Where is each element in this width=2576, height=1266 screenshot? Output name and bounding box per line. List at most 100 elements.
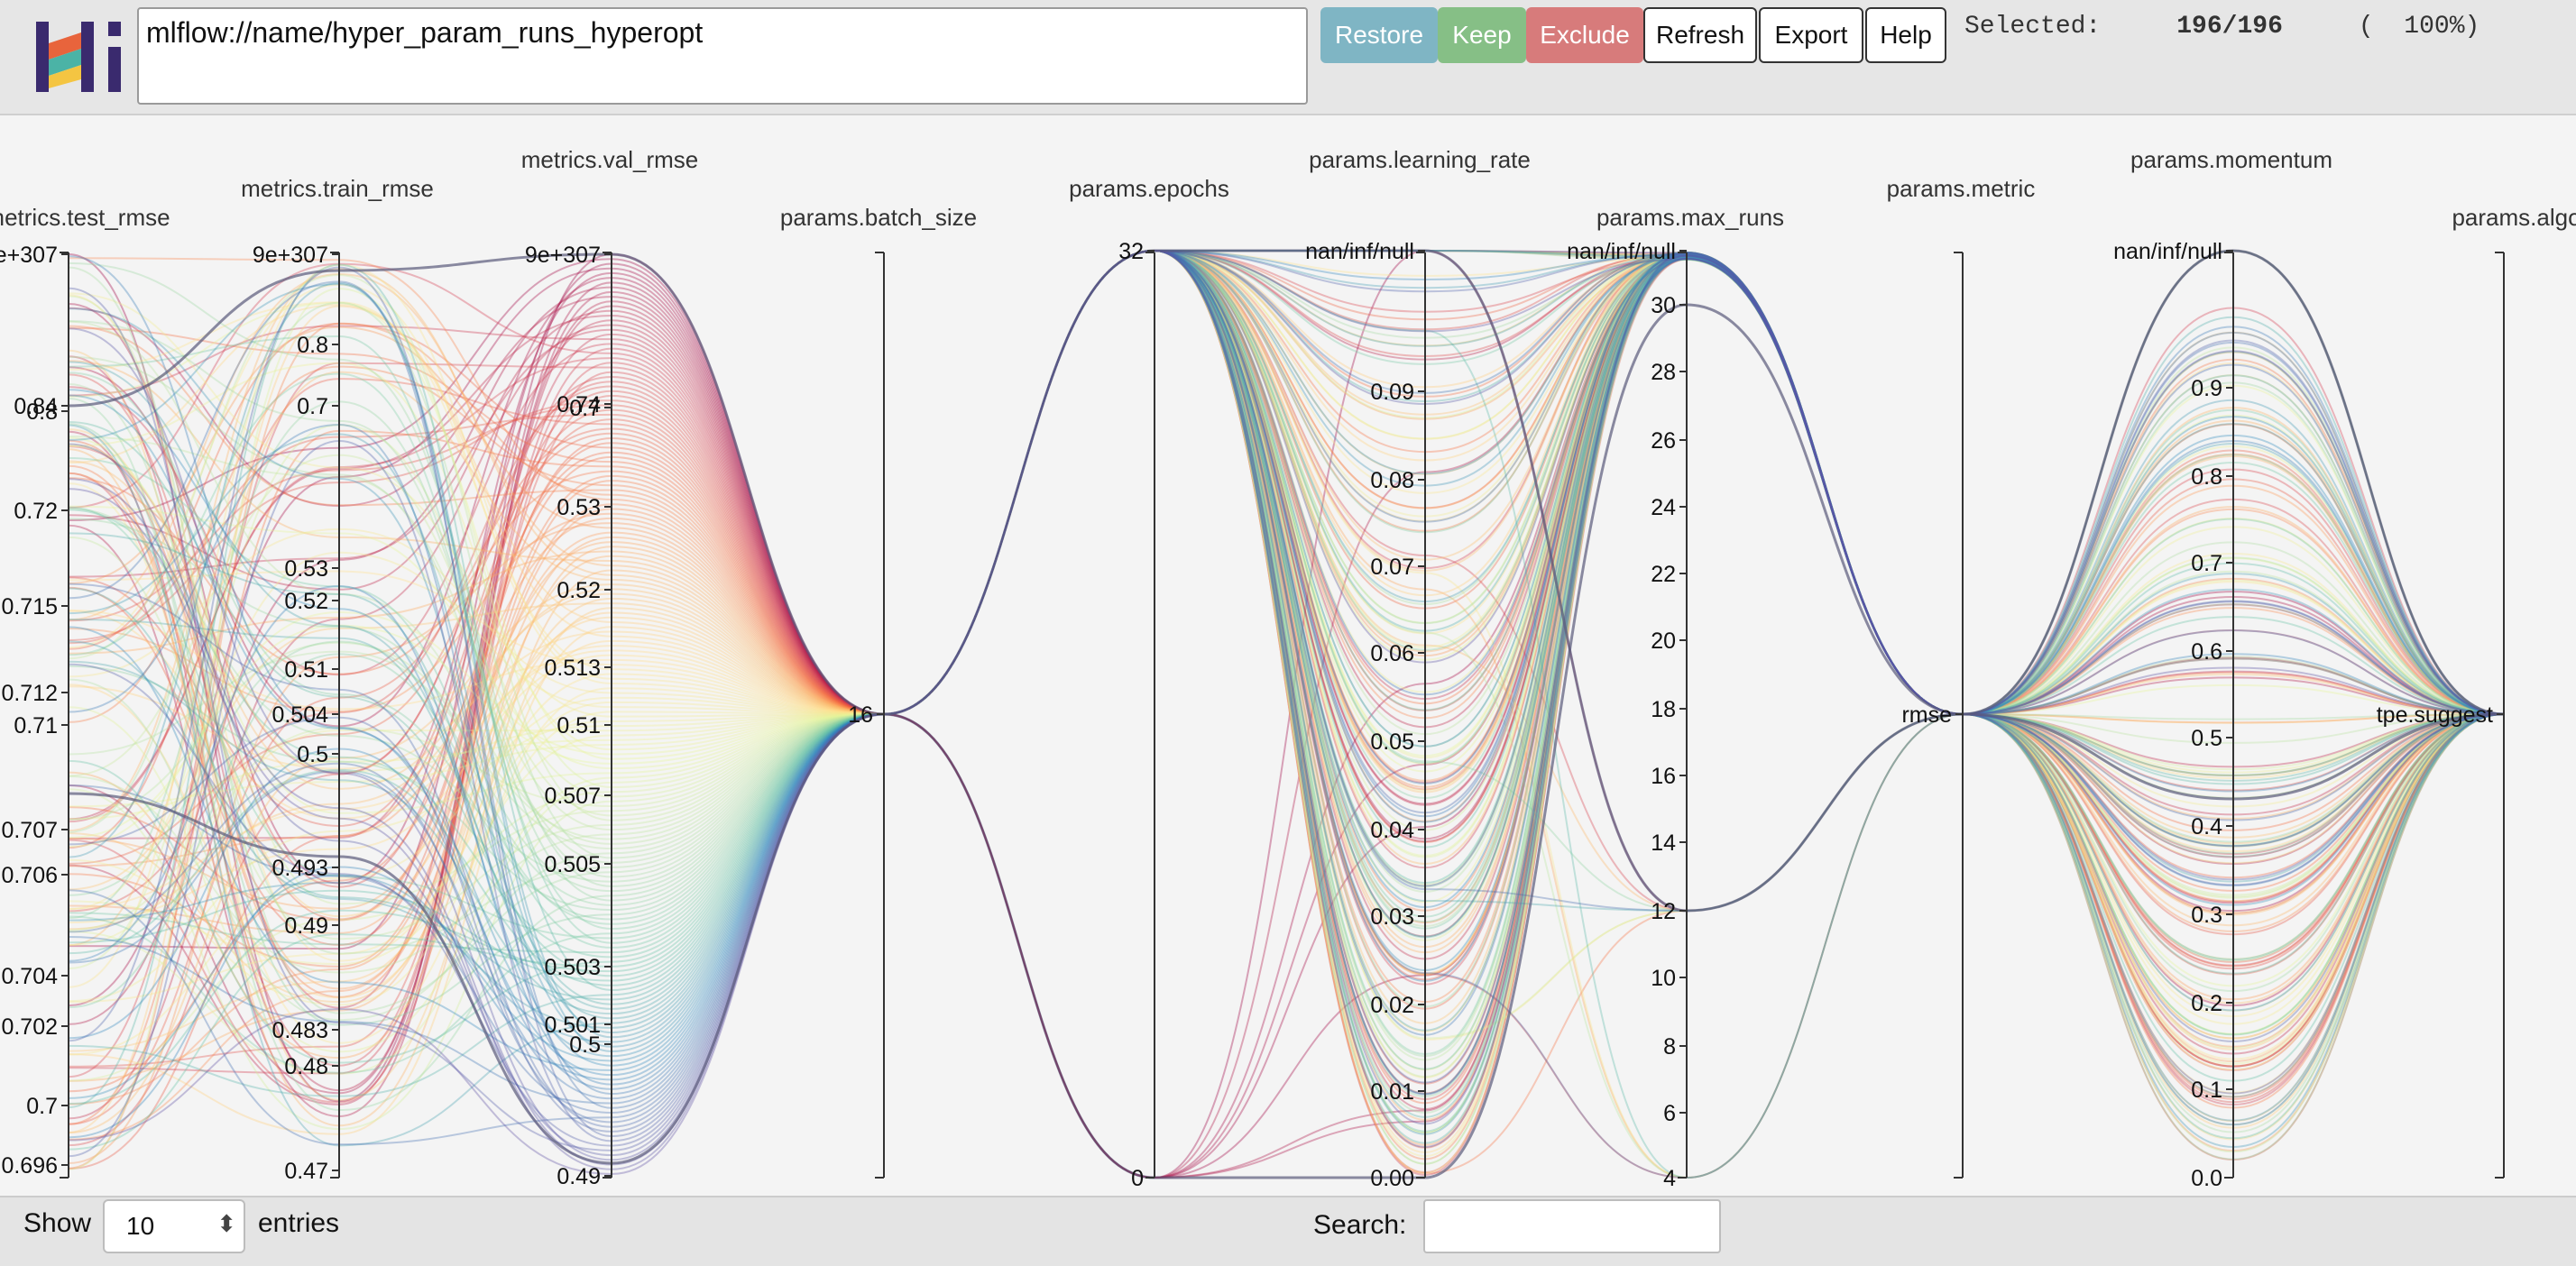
axis-metrics-train_rmse[interactable]: metrics.train_rmse 9e+307 0.8 0.7 0.53 0.52 0.… (241, 175, 434, 1184)
run-polyline[interactable] (68, 249, 2505, 1098)
run-polyline[interactable] (68, 249, 2505, 1149)
run-polyline[interactable] (68, 249, 2505, 928)
run-polyline[interactable] (68, 249, 2505, 1048)
run-polyline[interactable] (68, 249, 2505, 1004)
run-polyline[interactable] (68, 249, 2505, 1061)
run-polyline[interactable] (68, 249, 2505, 1035)
search-input[interactable] (1423, 1199, 1721, 1253)
run-polyline[interactable] (68, 249, 2505, 1147)
run-polyline[interactable] (68, 249, 2505, 1126)
run-polyline-highlight[interactable] (68, 249, 2505, 913)
run-polyline[interactable] (68, 249, 2505, 716)
run-polyline[interactable] (68, 249, 2505, 947)
run-polyline[interactable] (68, 249, 2505, 1032)
run-polyline[interactable] (68, 249, 2505, 1105)
run-polyline[interactable] (68, 249, 2505, 982)
run-polyline[interactable] (68, 249, 2505, 986)
axis-params-metric[interactable]: params.metric rmse (1887, 175, 2036, 1179)
run-polyline[interactable] (68, 249, 2505, 770)
run-polyline[interactable] (68, 249, 2505, 949)
run-polyline[interactable] (68, 249, 2505, 1179)
run-polyline[interactable] (68, 249, 2505, 1096)
run-polyline[interactable] (68, 249, 2505, 1082)
run-polyline[interactable] (68, 249, 2505, 931)
run-polyline[interactable] (68, 249, 2505, 1179)
run-polyline[interactable] (68, 249, 2505, 831)
run-polyline[interactable] (68, 249, 2505, 1158)
run-polyline[interactable] (68, 249, 2505, 976)
axis-title[interactable]: params.algo (2452, 204, 2576, 231)
axis-title[interactable]: metrics.test_rmse (0, 204, 170, 231)
run-polyline[interactable] (68, 249, 2505, 1121)
run-polyline[interactable] (68, 249, 2505, 960)
run-polyline[interactable] (68, 249, 2505, 716)
run-polyline[interactable] (68, 249, 2505, 1160)
run-polyline[interactable] (68, 249, 2505, 1024)
run-polyline[interactable] (68, 249, 2505, 1106)
run-polyline[interactable] (68, 249, 2505, 921)
run-polyline[interactable] (68, 249, 2505, 1052)
run-polyline[interactable] (68, 249, 2505, 1082)
axis-params-batch_size[interactable]: params.batch_size 16 (780, 204, 977, 1179)
run-polyline[interactable] (68, 249, 2505, 1127)
run-polyline[interactable] (68, 249, 2505, 963)
run-polyline[interactable] (68, 249, 2505, 1153)
run-polyline[interactable] (68, 249, 2505, 1015)
run-polyline[interactable] (68, 249, 2505, 1056)
run-polyline[interactable] (68, 249, 2505, 1099)
run-polyline[interactable] (68, 249, 2505, 999)
run-polyline[interactable] (68, 249, 2505, 1105)
keep-button[interactable]: Keep (1438, 7, 1526, 63)
run-polyline[interactable] (68, 256, 2505, 1179)
run-polyline[interactable] (68, 249, 2505, 1105)
run-polyline[interactable] (68, 249, 2505, 1001)
axis-title[interactable]: params.batch_size (780, 204, 977, 231)
run-polyline[interactable] (68, 249, 2505, 968)
run-polyline[interactable] (68, 249, 2505, 1109)
run-polyline[interactable] (68, 249, 2505, 770)
entries-select[interactable]: 10 ⬍ (103, 1199, 245, 1253)
run-polyline[interactable] (68, 249, 2505, 1157)
run-polyline[interactable] (68, 249, 2505, 1151)
run-polyline[interactable] (68, 249, 2505, 1040)
refresh-button[interactable]: Refresh (1643, 7, 1757, 63)
axis-metrics-val_rmse[interactable]: metrics.val_rmse 9e+307 0.740.7 0.53 0.52 0.5… (521, 146, 698, 1189)
run-polyline[interactable] (68, 249, 2505, 954)
run-polyline[interactable] (68, 249, 2505, 1071)
run-polyline[interactable] (68, 256, 2505, 1179)
run-polyline[interactable] (68, 249, 2505, 1147)
run-polyline[interactable] (68, 249, 2505, 831)
run-polyline[interactable] (68, 249, 2505, 944)
run-polyline[interactable] (68, 249, 2505, 1141)
run-polyline[interactable] (68, 249, 2505, 1104)
run-polyline[interactable] (68, 249, 2505, 1146)
run-polyline[interactable] (68, 249, 2505, 1134)
run-polyline[interactable] (68, 249, 2505, 1094)
axis-title[interactable]: params.learning_rate (1309, 146, 1531, 173)
axis-title[interactable]: metrics.val_rmse (521, 146, 698, 173)
run-polyline[interactable] (68, 249, 2505, 845)
run-polyline[interactable] (68, 249, 2505, 1111)
run-polyline[interactable] (68, 255, 2505, 1179)
run-polyline[interactable] (68, 249, 2505, 888)
run-polyline[interactable] (68, 249, 2505, 1009)
axis-title[interactable]: metrics.train_rmse (241, 175, 434, 202)
run-polyline[interactable] (68, 249, 2505, 1176)
run-polyline[interactable] (68, 249, 2505, 1100)
run-polyline[interactable] (68, 249, 2505, 1025)
run-polyline[interactable] (68, 249, 2505, 1124)
axis-params-algo[interactable]: params.algo tpe.suggest (2377, 204, 2576, 1179)
run-polyline[interactable] (68, 249, 2505, 959)
axis-params-max_runs[interactable]: params.max_runs nan/inf/null 30 28 26 24 22 20 1… (1567, 204, 1784, 1191)
run-polyline[interactable] (68, 249, 2505, 1133)
run-polyline[interactable] (68, 249, 2505, 914)
run-polyline[interactable] (68, 249, 2505, 853)
run-polyline[interactable] (68, 249, 2505, 1067)
run-polyline[interactable] (68, 249, 2505, 720)
run-polyline[interactable] (68, 249, 2505, 1134)
parallel-coordinates-plot[interactable]: metrics.test_rmse9e+3070.840.80.720.7150… (0, 114, 2576, 1196)
run-polyline[interactable] (68, 249, 2505, 1074)
run-polyline[interactable] (68, 249, 2505, 1040)
run-polyline[interactable] (68, 249, 2505, 1105)
run-polyline[interactable] (68, 249, 2505, 774)
